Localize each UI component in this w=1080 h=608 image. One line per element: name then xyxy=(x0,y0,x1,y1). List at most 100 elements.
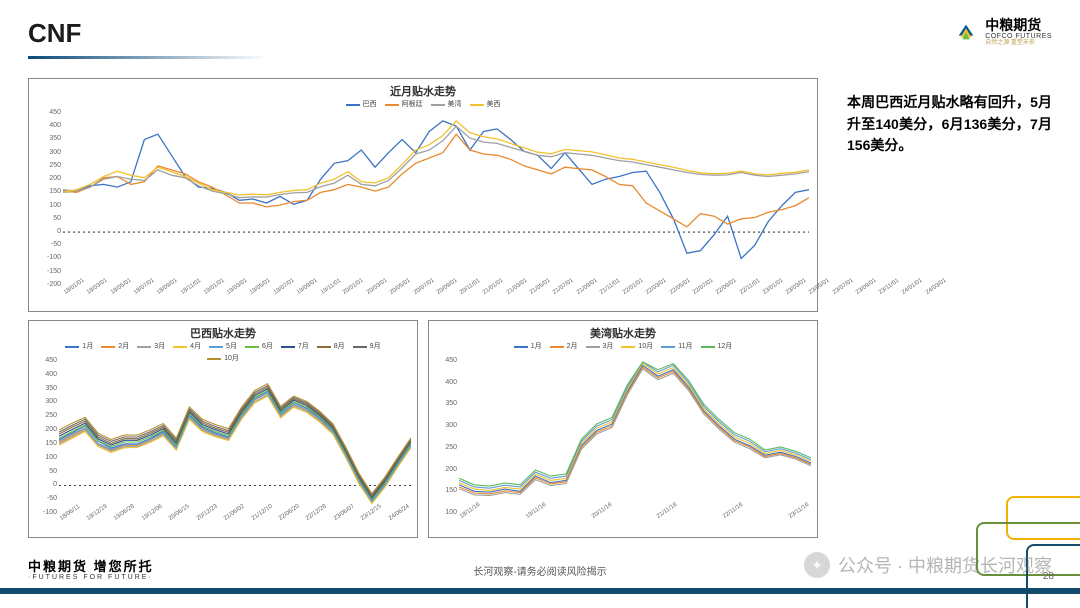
legend-swatch xyxy=(317,346,331,348)
legend-label: 1月 xyxy=(82,343,93,351)
legend-label: 2月 xyxy=(118,343,129,351)
legend-swatch xyxy=(101,346,115,348)
series-line xyxy=(63,126,809,198)
legend-label: 2月 xyxy=(567,343,578,351)
legend-item: 7月 xyxy=(281,343,309,351)
footer-brand: 中粮期货 增您所托 ·FUTURES FOR FUTURE· xyxy=(28,560,154,582)
legend-item: 2月 xyxy=(550,343,578,351)
legend-label: 4月 xyxy=(190,343,201,351)
series-line xyxy=(459,367,811,494)
legend-item: 阿根廷 xyxy=(385,101,423,109)
footer-disclaimer: 长河观察-请务必阅读风险揭示 xyxy=(473,563,606,578)
y-axis: 450400350300250200150100500-50-100-150-2… xyxy=(33,113,61,285)
y-axis: 450400350300250200150100500-50-100 xyxy=(29,361,57,513)
legend-label: 1月 xyxy=(531,343,542,351)
footer-divider xyxy=(0,588,1080,594)
chart-legend: 1月 2月 3月 10月 11月 12月 xyxy=(429,341,817,353)
legend-item: 4月 xyxy=(173,343,201,351)
legend-label: 3月 xyxy=(603,343,614,351)
legend-label: 美西 xyxy=(487,101,501,109)
legend-item: 美西 xyxy=(470,101,501,109)
legend-item: 9月 xyxy=(353,343,381,351)
brand-sub: 自然之源 重塑未来 xyxy=(985,40,1052,46)
logo-icon xyxy=(955,21,977,43)
legend-item: 3月 xyxy=(137,343,165,351)
legend-swatch xyxy=(173,346,187,348)
legend-swatch xyxy=(209,346,223,348)
legend-item: 巴西 xyxy=(346,101,377,109)
legend-swatch xyxy=(621,346,635,348)
chart-top-frame: 近月贴水走势巴西 阿根廷 美湾 美西 4504003503002502001501005… xyxy=(28,78,818,312)
legend-label: 6月 xyxy=(262,343,273,351)
chart-bottom-right-frame: 美湾贴水走势 1月 2月 3月 10月 11月 12月 4504003503002502001… xyxy=(428,320,818,538)
legend-swatch xyxy=(137,346,151,348)
wechat-icon: ✦ xyxy=(804,552,830,578)
chart-title: 巴西贴水走势 xyxy=(29,321,417,341)
legend-swatch xyxy=(470,104,484,106)
legend-swatch xyxy=(514,346,528,348)
series-line xyxy=(459,369,811,496)
legend-item: 12月 xyxy=(701,343,733,351)
legend-item: 10月 xyxy=(621,343,653,351)
legend-label: 阿根廷 xyxy=(402,101,423,109)
x-tick-label: 24/03/01 xyxy=(925,278,952,303)
chart-svg xyxy=(459,361,811,513)
legend-swatch xyxy=(385,104,399,106)
legend-swatch xyxy=(346,104,360,106)
legend-label: 9月 xyxy=(370,343,381,351)
chart-legend: 巴西 阿根廷 美湾 美西 xyxy=(29,99,817,111)
legend-swatch xyxy=(701,346,715,348)
legend-label: 7月 xyxy=(298,343,309,351)
legend-item: 11月 xyxy=(661,343,692,351)
legend-swatch xyxy=(431,104,445,106)
brand-en: COFCO FUTURES xyxy=(985,33,1052,40)
slide-container: CNF 中粮期货 COFCO FUTURES 自然之源 重塑未来 近月贴水走势巴… xyxy=(0,0,1080,608)
legend-swatch xyxy=(207,358,221,360)
legend-swatch xyxy=(661,346,675,348)
legend-swatch xyxy=(281,346,295,348)
legend-label: 美湾 xyxy=(448,101,462,109)
x-axis: 18/01/0118/03/0118/05/0118/07/0118/09/01… xyxy=(63,291,809,305)
legend-item: 6月 xyxy=(245,343,273,351)
legend-label: 10月 xyxy=(638,343,653,351)
legend-swatch xyxy=(65,346,79,348)
chart-title: 近月贴水走势 xyxy=(29,79,817,99)
series-line xyxy=(63,121,809,259)
brand-cn: 中粮期货 xyxy=(985,18,1052,33)
footer-brand-en: ·FUTURES FOR FUTURE· xyxy=(28,574,154,582)
legend-label: 11月 xyxy=(678,343,692,351)
x-axis: 18/06/1118/12/1919/06/2819/12/0620/06/15… xyxy=(59,517,411,531)
legend-item: 2月 xyxy=(101,343,129,351)
plot-area xyxy=(59,361,411,513)
legend-item: 美湾 xyxy=(431,101,462,109)
legend-label: 8月 xyxy=(334,343,345,351)
series-line xyxy=(459,365,811,492)
brand-logo: 中粮期货 COFCO FUTURES 自然之源 重塑未来 xyxy=(955,18,1052,46)
chart-svg xyxy=(59,361,411,513)
legend-label: 巴西 xyxy=(363,101,377,109)
legend-label: 12月 xyxy=(718,343,733,351)
legend-swatch xyxy=(245,346,259,348)
title-underline xyxy=(28,56,268,59)
page-number: 28 xyxy=(1043,571,1054,582)
summary-text: 本周巴西近月贴水略有回升，5月升至140美分，6月136美分，7月156美分。 xyxy=(847,92,1052,157)
page-title: CNF xyxy=(28,18,81,49)
plot-area xyxy=(63,113,809,285)
legend-swatch xyxy=(353,346,367,348)
chart-title: 美湾贴水走势 xyxy=(429,321,817,341)
charts-column: 近月贴水走势巴西阿根廷美湾美西4504003503002502001501005… xyxy=(28,78,818,538)
x-axis: 18/11/1619/11/1620/11/1621/11/1622/11/16… xyxy=(459,515,811,529)
legend-label: 5月 xyxy=(226,343,237,351)
legend-item: 1月 xyxy=(65,343,93,351)
legend-item: 1月 xyxy=(514,343,542,351)
plot-area xyxy=(459,361,811,513)
legend-item: 3月 xyxy=(586,343,614,351)
y-axis: 450400350300250200150100 xyxy=(429,361,457,513)
chart-svg xyxy=(63,113,809,285)
series-line xyxy=(63,134,809,227)
chart-bottom-left-frame: 巴西贴水走势1月2月3月4月5月6月7月8月9月10月4504003503002… xyxy=(28,320,418,538)
legend-swatch xyxy=(586,346,600,348)
series-line xyxy=(63,121,809,195)
legend-label: 3月 xyxy=(154,343,165,351)
legend-item: 5月 xyxy=(209,343,237,351)
